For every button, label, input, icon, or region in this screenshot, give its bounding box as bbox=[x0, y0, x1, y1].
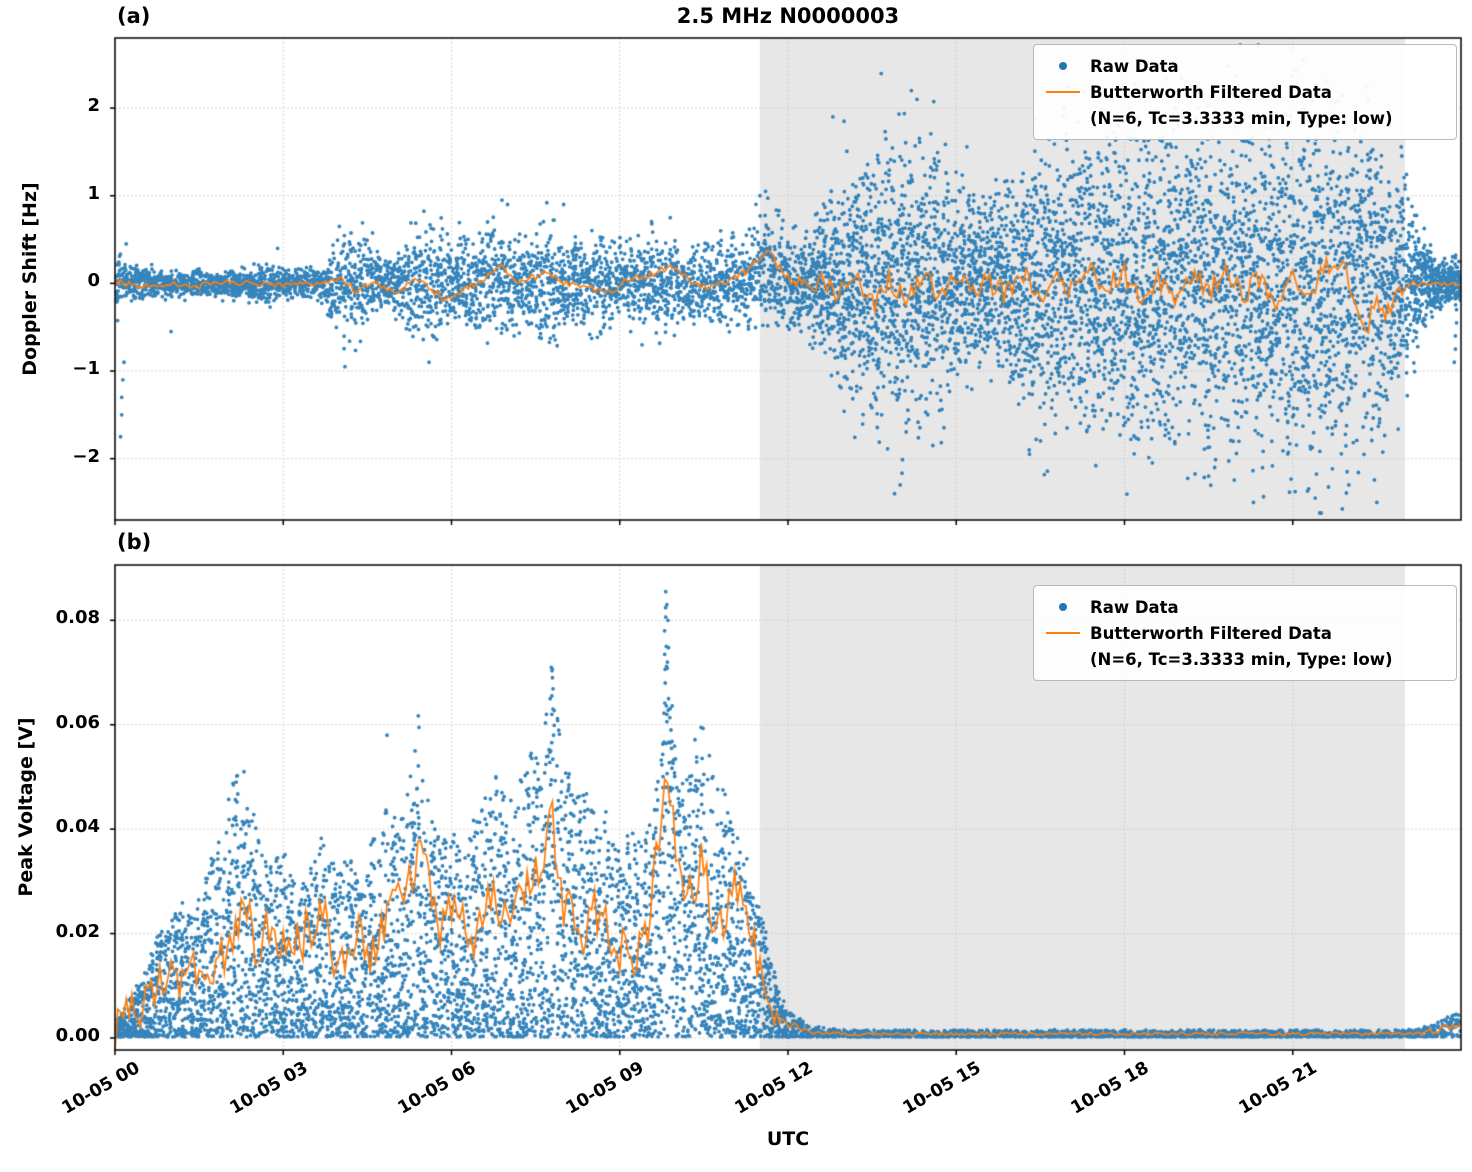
legend-row-filtered-params: (N=6, Tc=3.3333 min, Type: low) bbox=[1044, 105, 1446, 131]
y-tick-label: 0.06 bbox=[55, 711, 100, 733]
chart-title: 2.5 MHz N0000003 bbox=[676, 4, 900, 28]
raw-data-marker-icon bbox=[1059, 603, 1067, 611]
y-tick-label: −2 bbox=[72, 445, 100, 467]
raw-data-marker-icon bbox=[1059, 62, 1067, 70]
x-axis-label: UTC bbox=[766, 1128, 810, 1150]
y-tick-label: 0.04 bbox=[55, 816, 100, 838]
legend-row-filtered-params: (N=6, Tc=3.3333 min, Type: low) bbox=[1044, 646, 1446, 672]
filtered-line-marker-icon bbox=[1046, 91, 1080, 93]
y-tick-label: −1 bbox=[72, 358, 100, 380]
legend-row-filtered: Butterworth Filtered Data bbox=[1044, 79, 1446, 105]
legend-row-raw: Raw Data bbox=[1044, 53, 1446, 79]
legend-panel-b: Raw Data Butterworth Filtered Data (N=6,… bbox=[1033, 585, 1457, 681]
legend-raw-label: Raw Data bbox=[1090, 597, 1179, 617]
panel-b-label: (b) bbox=[117, 530, 152, 554]
panel-a-label: (a) bbox=[117, 4, 151, 28]
legend-filtered-sublabel: (N=6, Tc=3.3333 min, Type: low) bbox=[1090, 108, 1393, 128]
legend-filtered-sublabel: (N=6, Tc=3.3333 min, Type: low) bbox=[1090, 649, 1393, 669]
y-tick-label: 0.02 bbox=[55, 920, 100, 942]
y-tick-label: 2 bbox=[87, 95, 100, 117]
legend-filtered-label: Butterworth Filtered Data bbox=[1090, 82, 1332, 102]
y-tick-label: 0.00 bbox=[55, 1024, 100, 1046]
filtered-line-marker-icon bbox=[1046, 632, 1080, 634]
legend-row-raw: Raw Data bbox=[1044, 594, 1446, 620]
y-tick-label: 0.08 bbox=[55, 607, 100, 629]
legend-row-filtered: Butterworth Filtered Data bbox=[1044, 620, 1446, 646]
y-axis-label-b: Peak Voltage [V] bbox=[15, 717, 37, 897]
legend-filtered-label: Butterworth Filtered Data bbox=[1090, 623, 1332, 643]
legend-raw-label: Raw Data bbox=[1090, 56, 1179, 76]
y-tick-label: 0 bbox=[87, 270, 100, 292]
legend-panel-a: Raw Data Butterworth Filtered Data (N=6,… bbox=[1033, 44, 1457, 140]
y-tick-label: 1 bbox=[87, 182, 100, 204]
